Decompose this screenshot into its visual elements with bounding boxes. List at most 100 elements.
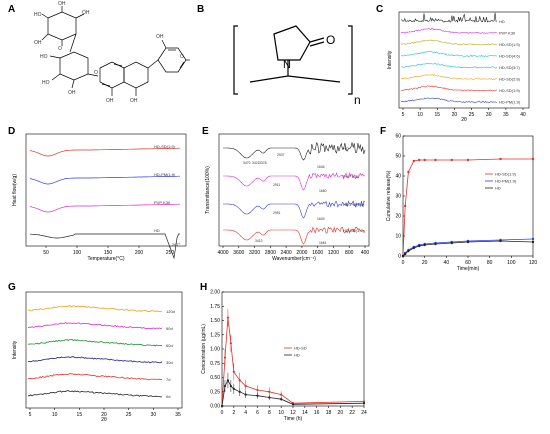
chart-f-xtick-label: 0: [402, 260, 405, 266]
chart-f-xtick-label: 100: [507, 260, 516, 266]
chart-h-point: [280, 393, 283, 396]
chart-h-point: [232, 387, 235, 390]
chart-f-ytick-label: 60: [395, 134, 401, 140]
chart-f-ytick-label: 10: [395, 234, 401, 240]
chart-g-series-label: 7d: [166, 377, 170, 382]
chart-g-plot-frame: [25, 291, 183, 409]
chart-f-xtick-label: 120: [529, 260, 538, 266]
chart-h-xtick-label: 12: [290, 410, 296, 416]
chart-d: 50 100 150 200 250 Temperature(°C) Heat flow(w…: [12, 133, 187, 262]
chart-c-xtick-label: 5: [402, 112, 405, 118]
b-label-n: N: [283, 59, 291, 71]
chart-f-ytick-label: 50: [395, 154, 401, 160]
chart-d-series-line: [29, 203, 180, 213]
chart-h-xtick-label: 18: [326, 410, 332, 416]
chart-c-series-line: [400, 85, 498, 92]
b-label-sub: n: [354, 93, 361, 107]
chart-f-point: [423, 158, 426, 162]
chart-d-plot-frame: [25, 133, 187, 247]
chart-e-annotation: 1649: [317, 217, 325, 221]
chart-e: 4000 3600 3200 2800 2400 2000 1600 1200 800 400 Wa…: [205, 133, 369, 262]
chart-e-annotation: 3470: [243, 161, 251, 165]
chart-d-series-label: HD-SD(1:9): [154, 144, 176, 149]
chart-c-series-line: [400, 51, 498, 57]
chart-h-ytick-label: 0.00: [210, 404, 220, 410]
chart-e-xtick-label: 3600: [233, 250, 244, 256]
chart-g-series-label: 60d: [166, 343, 173, 348]
chart-h-xtick-label: 24: [361, 410, 367, 416]
chart-e-xtick-label: 2800: [265, 250, 276, 256]
chart-c-series-label: HD-SD(2:8): [499, 77, 521, 82]
chart-c-plot-frame: [398, 11, 530, 109]
chart-e-series-line: [223, 226, 366, 245]
chart-e-series-line: [223, 142, 366, 161]
chart-f-point: [423, 243, 426, 247]
chart-h-ytick-label: 0.50: [210, 375, 220, 381]
chart-d-series-label: HD: [154, 228, 160, 233]
b-label-o: O: [326, 33, 335, 47]
chart-f-plot-frame: [402, 135, 534, 257]
chart-e-xtick-label: 1600: [312, 250, 323, 256]
chart-e-series-label: PVP K30: [343, 174, 360, 179]
a-label-o1: O: [58, 46, 62, 52]
a-label-o2: O: [94, 70, 98, 76]
chart-c-series-line: [400, 28, 498, 34]
chart-f-point: [418, 158, 421, 162]
chart-c-xtick-label: 15: [435, 112, 441, 118]
chart-h-xlabel: Time (h): [284, 416, 303, 422]
chart-d-series-label: PVP K30: [154, 200, 171, 205]
chart-h-xtick-label: 8: [268, 410, 271, 416]
chart-h-point: [256, 394, 259, 397]
chart-f-point: [407, 249, 410, 253]
chart-d-xtick-label: 250: [166, 250, 175, 256]
chart-f-point: [531, 237, 535, 241]
chart-g-xtick-label: 35: [175, 412, 181, 418]
chart-e-xtick-label: 4000: [217, 250, 228, 256]
chart-h-point: [223, 356, 227, 359]
chart-h-ytick-label: 2.00: [210, 290, 220, 296]
a-label-o3: O: [180, 54, 184, 60]
chart-g-series-line: [27, 390, 163, 398]
chart-f-xtick-label: 60: [465, 260, 471, 266]
chart-c-xlabel: 2θ: [461, 117, 467, 123]
chart-h-xtick-label: 16: [314, 410, 320, 416]
chart-h-xtick-label: 0: [221, 410, 224, 416]
panel-letter-b: B: [197, 4, 205, 15]
chart-e-series-line: [223, 172, 366, 191]
chart-h-point: [220, 404, 224, 408]
chart-f-xlabel: Time(min): [457, 266, 480, 272]
chart-f-ytick-label: 20: [395, 214, 401, 220]
chart-h-point: [226, 379, 230, 382]
chart-f-xtick-label: 40: [444, 260, 450, 266]
a-label-ho1: HO: [34, 12, 42, 18]
a-label-oh5: OH: [156, 34, 164, 40]
chart-g: 5 10 15 20 25 30 35 2θ Intensity 120d 90d 60d 30d 7d 0…: [12, 291, 183, 423]
chart-g-series-line: [27, 304, 163, 313]
chart-c-series-label: HD-PM(1:9): [499, 100, 521, 105]
chart-g-series-label: 0d: [166, 394, 170, 399]
chart-e-xlabel: Wavenumber(cm⁻¹): [272, 256, 316, 262]
chart-c: 5 10 15 20 25 30 35 40 2θ Intensity HD PVP K30 HD-SD…: [387, 11, 530, 123]
chart-c-series-label: PVP K30: [499, 31, 516, 36]
chart-f-point: [403, 204, 407, 208]
chart-e-xtick-label: 2400: [281, 250, 292, 256]
chart-e-xtick-label: 800: [345, 250, 354, 256]
chart-c-xtick-label: 25: [469, 112, 475, 118]
chart-d-series-line: [30, 233, 180, 260]
chart-f-legend-label: HD: [495, 186, 501, 191]
chart-e-series-label: HD-SD(1:9): [343, 228, 365, 233]
chart-f-xtick-label: 80: [487, 260, 493, 266]
a-label-ho2: HO: [40, 54, 48, 60]
chart-h-series-line: [221, 317, 365, 407]
panel-letter-a: A: [8, 4, 16, 15]
chart-c-series-line: [400, 39, 497, 46]
chart-e-annotation: 2951: [273, 211, 281, 215]
chart-h-point: [223, 384, 227, 388]
chart-f-point: [499, 157, 502, 161]
chart-h-ytick-label: 1.25: [210, 332, 220, 338]
chart-f-ytick-label: 40: [395, 174, 401, 180]
chart-h-point: [362, 400, 366, 403]
chart-f-ylabel: Cumulative release(%): [386, 170, 392, 221]
chart-e-annotation: 3421: [252, 161, 260, 165]
a-label-oh7: OH: [106, 98, 114, 104]
